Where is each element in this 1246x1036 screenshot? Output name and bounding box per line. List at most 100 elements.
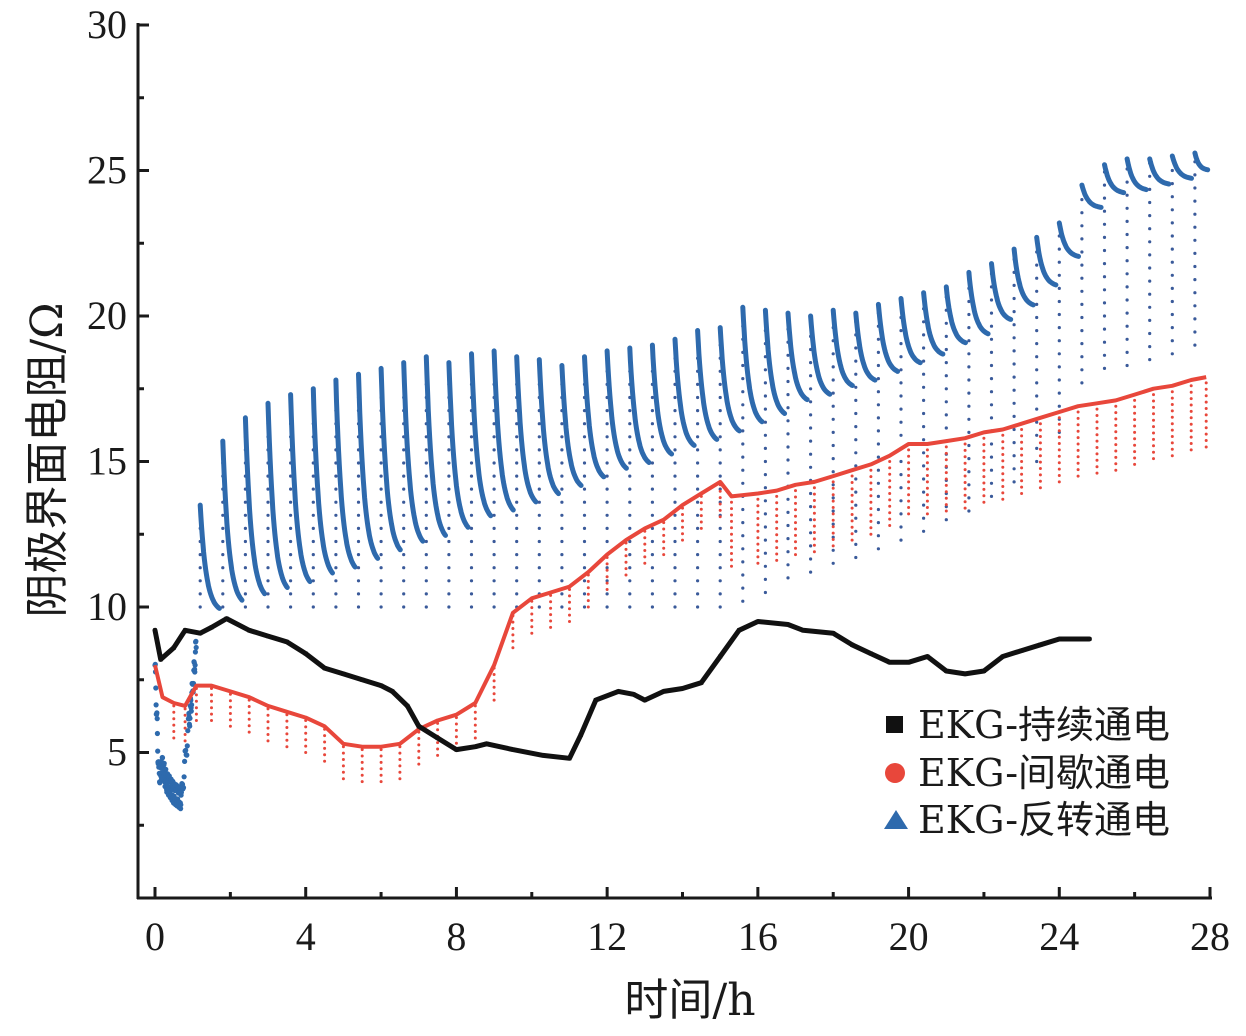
data-point: [183, 628, 188, 633]
data-point: [1057, 299, 1061, 304]
data-point: [989, 481, 994, 485]
data-point: [334, 513, 338, 517]
data-point: [568, 594, 571, 598]
data-point: [718, 461, 722, 465]
data-point: [662, 553, 666, 557]
data-point: [699, 526, 703, 530]
legend-square-marker: [886, 716, 903, 733]
data-point: [402, 500, 406, 504]
data-point: [586, 592, 590, 596]
data-point: [447, 435, 451, 439]
data-point: [560, 422, 564, 426]
data-point: [963, 481, 967, 484]
data-point: [809, 400, 813, 404]
data-point: [763, 407, 768, 411]
data-point: [341, 751, 345, 755]
data-point: [628, 566, 632, 570]
data-point: [424, 487, 428, 491]
data-point: [1102, 353, 1107, 357]
data-point: [967, 496, 971, 500]
data-point: [624, 541, 628, 545]
data-point: [447, 500, 451, 504]
data-point: [582, 435, 587, 439]
series-reversal-cycle: [1102, 162, 1127, 196]
data-point: [285, 732, 289, 736]
data-point: [582, 553, 587, 557]
data-point: [356, 500, 361, 504]
data-point: [1080, 250, 1084, 254]
data-point: [303, 651, 308, 656]
data-point: [696, 395, 700, 400]
data-point: [963, 487, 967, 491]
data-point: [198, 631, 203, 636]
data-point: [311, 605, 315, 609]
data-point: [417, 749, 421, 753]
data-point: [967, 352, 971, 356]
data-point: [628, 461, 632, 465]
data-point: [741, 403, 745, 407]
data-point: [869, 475, 873, 479]
data-point: [289, 526, 293, 531]
data-point: [1114, 430, 1118, 434]
series-reversal-cycle: [921, 290, 946, 357]
data-point: [560, 500, 564, 504]
data-point: [624, 567, 628, 571]
data-point: [153, 628, 157, 633]
data-point: [266, 500, 270, 504]
data-point: [1189, 416, 1193, 420]
series-reversal-cycle: [695, 328, 720, 442]
series-reversal-cycle: [853, 310, 878, 383]
data-point: [982, 468, 986, 472]
data-point: [586, 586, 590, 590]
data-point: [696, 461, 700, 465]
data-point: [831, 443, 835, 448]
data-point: [650, 592, 655, 596]
data-point: [763, 446, 768, 450]
data-point: [549, 625, 553, 629]
data-point: [586, 599, 590, 603]
data-point: [311, 513, 315, 517]
data-point: [869, 487, 873, 491]
data-point: [876, 390, 881, 394]
data-point: [831, 493, 835, 497]
data-point: [673, 461, 677, 465]
data-point: [1170, 273, 1174, 277]
data-point: [172, 736, 176, 740]
data-point: [1193, 330, 1197, 334]
data-point: [356, 474, 361, 478]
data-point: [605, 562, 609, 566]
data-point: [673, 526, 677, 531]
data-point: [718, 526, 722, 531]
data-point: [888, 485, 892, 489]
data-point: [398, 764, 402, 768]
data-point: [1125, 298, 1129, 302]
data-point: [809, 452, 813, 456]
data-point: [1057, 429, 1061, 433]
data-point: [447, 513, 451, 517]
data-point: [673, 513, 677, 517]
data-point: [193, 638, 199, 644]
data-point: [379, 566, 383, 570]
data-point: [356, 513, 361, 517]
data-point: [379, 592, 383, 596]
data-point: [650, 539, 655, 544]
data-point: [831, 378, 835, 382]
data-point: [628, 409, 632, 413]
data-point: [809, 465, 813, 469]
data-point: [285, 738, 289, 742]
data-point: [981, 669, 986, 673]
data-point: [469, 592, 474, 596]
data-point: [360, 773, 364, 777]
data-point: [178, 802, 184, 808]
data-point: [469, 579, 474, 583]
data-point: [850, 525, 854, 529]
data-point: [1204, 432, 1208, 436]
data-point: [492, 553, 496, 557]
data-point: [775, 546, 779, 550]
data-point: [755, 619, 760, 624]
legend-label: EKG-反转通电: [918, 798, 1170, 842]
data-point: [183, 733, 187, 736]
data-point: [379, 605, 383, 609]
data-point: [982, 487, 986, 491]
data-point: [402, 579, 406, 583]
